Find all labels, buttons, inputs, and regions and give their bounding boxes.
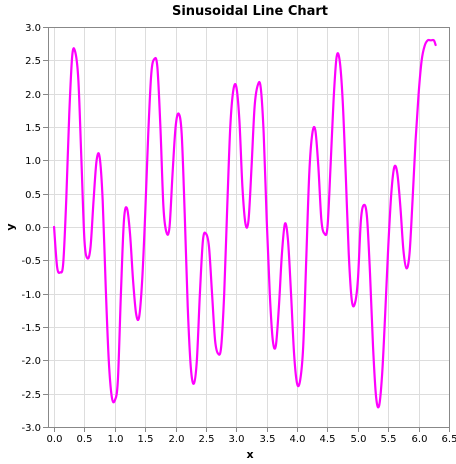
x-axis-label: x — [246, 448, 253, 461]
x-tick-label: 4.5 — [320, 434, 336, 445]
y-axis-label: y — [4, 223, 17, 230]
x-tick-label: 1.5 — [138, 434, 154, 445]
x-tick-label: 2.0 — [169, 434, 185, 445]
x-tick-label: 2.5 — [199, 434, 215, 445]
x-tick-label: 6.0 — [412, 434, 428, 445]
plot-frame — [48, 27, 450, 428]
y-tick-label: 1.0 — [25, 156, 41, 167]
y-tick-label: 2.0 — [25, 90, 41, 101]
x-tick-label: 0.5 — [77, 434, 93, 445]
y-tick-label: -0.5 — [21, 256, 41, 267]
x-tick-label: 5.5 — [381, 434, 397, 445]
y-axis-ticks: 3.0 2.5 2.0 1.5 1.0 0.5 0.0 -0.5 -1.0 -1.5 -2.0 -2.… — [21, 23, 48, 434]
y-tick-label: 1.5 — [25, 123, 41, 134]
x-tick-label: 3.5 — [260, 434, 276, 445]
y-tick-label: -3.0 — [21, 423, 41, 434]
y-tick-label: -1.0 — [21, 290, 41, 301]
x-tick-label: 0.0 — [47, 434, 63, 445]
x-tick-label: 3.0 — [229, 434, 245, 445]
x-tick-label: 6.5 — [442, 434, 456, 445]
y-tick-label: 0.0 — [25, 223, 41, 234]
series-line — [52, 38, 437, 409]
y-tick-label: 0.5 — [25, 190, 41, 201]
y-tick-label: -2.5 — [21, 390, 41, 401]
x-tick-label: 1.0 — [108, 434, 124, 445]
x-tick-label: 4.0 — [290, 434, 306, 445]
y-tick-label: 2.5 — [25, 56, 41, 67]
y-tick-label: 3.0 — [25, 23, 41, 34]
chart-title: Sinusoidal Line Chart — [172, 4, 328, 19]
y-tick-label: -1.5 — [21, 323, 41, 334]
x-tick-label: 5.0 — [351, 434, 367, 445]
x-axis-ticks: 0.0 0.5 1.0 1.5 2.0 2.5 3.0 3.5 4.0 4.5 5.0 5.5 6.0 6… — [47, 427, 456, 445]
y-tick-label: -2.0 — [21, 356, 41, 367]
